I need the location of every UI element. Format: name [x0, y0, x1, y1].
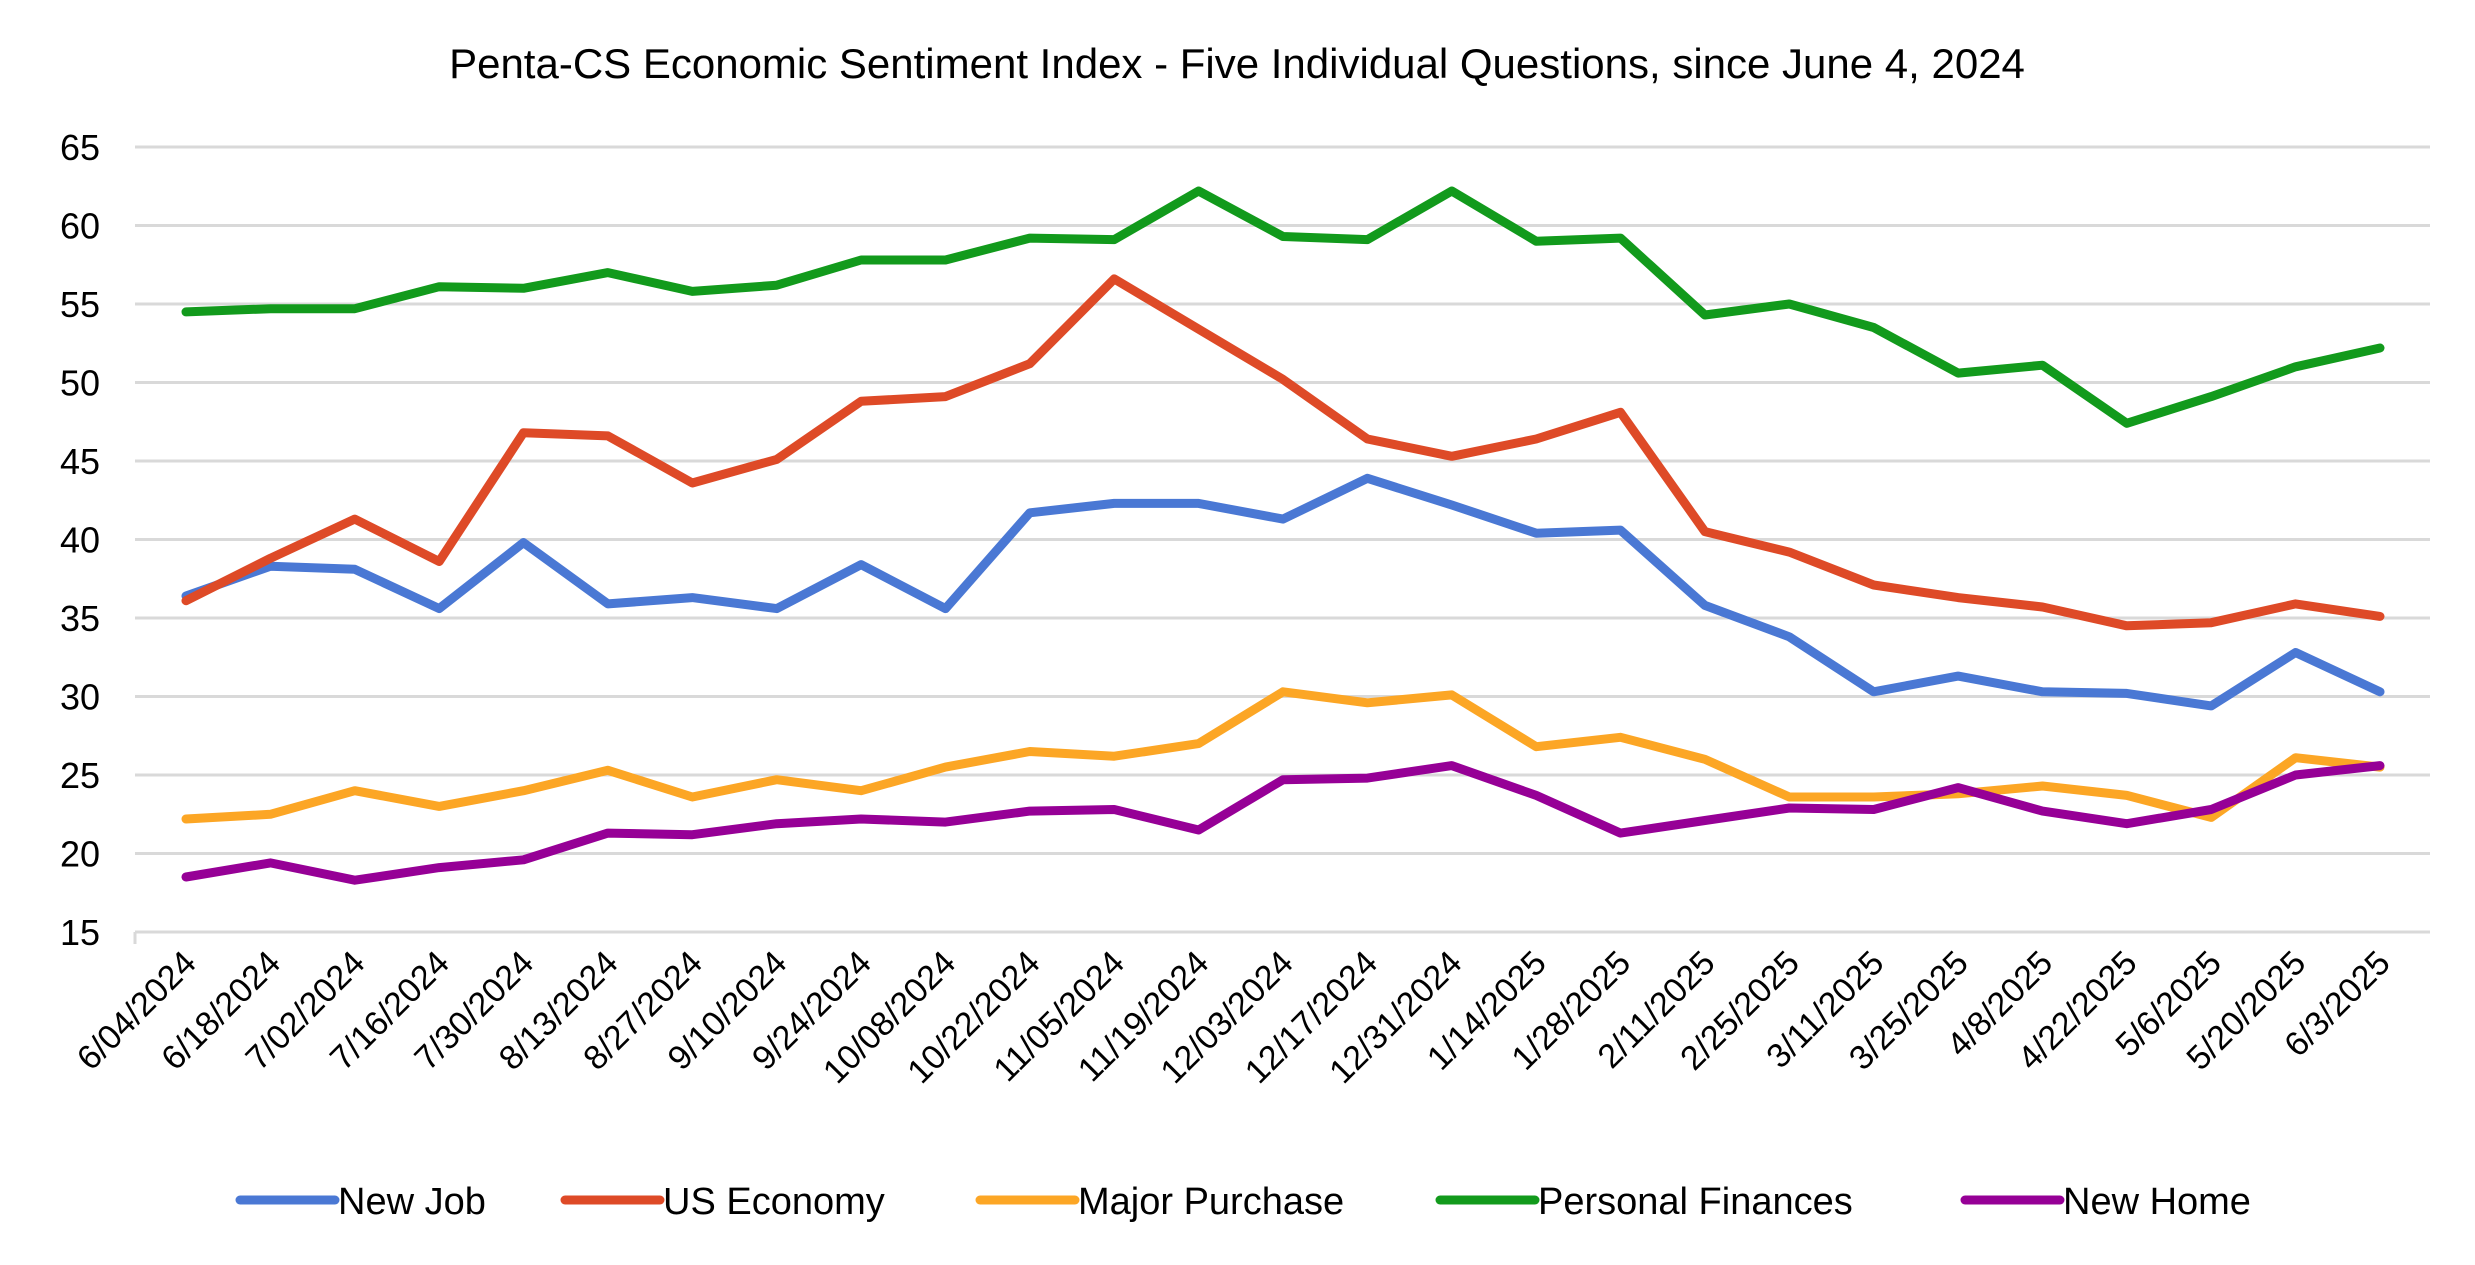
legend-item: Personal Finances	[1435, 1181, 1853, 1223]
y-tick-label: 60	[60, 206, 100, 247]
legend-item: US Economy	[560, 1181, 885, 1223]
legend-label: US Economy	[663, 1181, 885, 1223]
legend-label: New Home	[2063, 1181, 2251, 1223]
y-tick-label: 20	[60, 834, 100, 875]
legend-label: Major Purchase	[1078, 1181, 1344, 1223]
x-axis-ticks: 6/04/20246/18/20247/02/20247/16/20247/30…	[70, 944, 2398, 1091]
legend-label: New Job	[338, 1181, 486, 1223]
y-tick-label: 40	[60, 520, 100, 561]
legend-item: Major Purchase	[975, 1181, 1344, 1223]
series-line-us-economy	[181, 274, 2385, 631]
series-line-major-purchase	[181, 687, 2385, 824]
gridlines	[133, 145, 2430, 944]
y-tick-label: 30	[60, 677, 100, 718]
y-tick-label: 15	[60, 912, 100, 953]
y-tick-label: 35	[60, 598, 100, 639]
legend-item: New Job	[235, 1181, 486, 1223]
legend-item: New Home	[1960, 1181, 2251, 1223]
series-line-new-job	[181, 473, 2385, 711]
legend-label: Personal Finances	[1538, 1181, 1853, 1223]
y-tick-label: 50	[60, 363, 100, 404]
y-axis-ticks: 15 20 25 30 35 40 45 50 55 60 65	[60, 127, 100, 953]
y-tick-label: 25	[60, 755, 100, 796]
y-tick-label: 55	[60, 284, 100, 325]
chart-title: Penta-CS Economic Sentiment Index - Five…	[449, 40, 2025, 87]
y-tick-label: 65	[60, 127, 100, 168]
series-lines	[181, 186, 2385, 885]
y-tick-label: 45	[60, 441, 100, 482]
legend: New Job US Economy Major Purchase Personal …	[235, 1181, 2251, 1223]
